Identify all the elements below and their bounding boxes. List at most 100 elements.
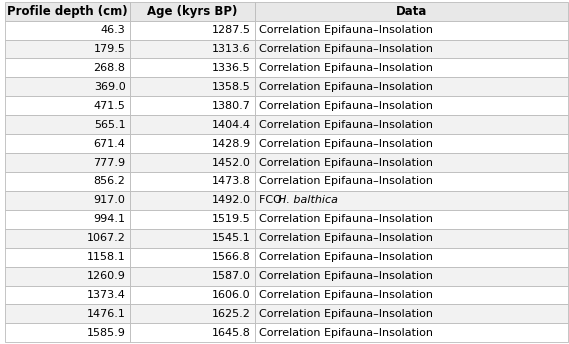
Bar (130, 21, 255, 40)
Bar (130, 153, 255, 172)
Text: 369.0: 369.0 (94, 82, 126, 92)
Text: Correlation Epifauna–Insolation: Correlation Epifauna–Insolation (259, 120, 432, 130)
Text: Correlation Epifauna–Insolation: Correlation Epifauna–Insolation (259, 271, 432, 281)
Text: Correlation Epifauna–Insolation: Correlation Epifauna–Insolation (259, 101, 432, 111)
Bar (255, 286, 568, 304)
Bar (255, 229, 568, 248)
Text: 1313.6: 1313.6 (212, 44, 251, 54)
Bar (5, 2, 130, 21)
Bar (130, 267, 255, 286)
Text: Correlation Epifauna–Insolation: Correlation Epifauna–Insolation (259, 44, 432, 54)
Bar (130, 323, 255, 342)
Bar (130, 134, 255, 153)
Bar (130, 172, 255, 191)
Bar (255, 210, 568, 229)
Text: 1545.1: 1545.1 (212, 233, 251, 243)
Bar (5, 21, 130, 40)
Bar (255, 304, 568, 323)
Bar (5, 248, 130, 267)
Text: Correlation Epifauna–Insolation: Correlation Epifauna–Insolation (259, 252, 432, 262)
Bar (130, 77, 255, 96)
Bar (255, 134, 568, 153)
Text: 1067.2: 1067.2 (86, 233, 126, 243)
Bar (255, 191, 568, 210)
Text: Correlation Epifauna–Insolation: Correlation Epifauna–Insolation (259, 25, 432, 35)
Bar (5, 115, 130, 134)
Text: Correlation Epifauna–Insolation: Correlation Epifauna–Insolation (259, 139, 432, 149)
Bar (130, 40, 255, 58)
Text: Correlation Epifauna–Insolation: Correlation Epifauna–Insolation (259, 233, 432, 243)
Text: 1625.2: 1625.2 (212, 309, 251, 319)
Bar (5, 40, 130, 58)
Bar (130, 191, 255, 210)
Text: 671.4: 671.4 (94, 139, 126, 149)
Text: Correlation Epifauna–Insolation: Correlation Epifauna–Insolation (259, 82, 432, 92)
Text: 1380.7: 1380.7 (212, 101, 251, 111)
Bar (5, 96, 130, 115)
Text: 1336.5: 1336.5 (212, 63, 251, 73)
Text: Correlation Epifauna–Insolation: Correlation Epifauna–Insolation (259, 63, 432, 73)
Bar (255, 267, 568, 286)
Bar (130, 286, 255, 304)
Text: Correlation Epifauna–Insolation: Correlation Epifauna–Insolation (259, 176, 432, 186)
Bar (130, 58, 255, 77)
Text: 179.5: 179.5 (94, 44, 126, 54)
Text: 1287.5: 1287.5 (212, 25, 251, 35)
Bar (255, 21, 568, 40)
Bar (255, 323, 568, 342)
Text: 994.1: 994.1 (94, 214, 126, 224)
Bar (5, 58, 130, 77)
Bar (130, 229, 255, 248)
Text: Correlation Epifauna–Insolation: Correlation Epifauna–Insolation (259, 214, 432, 224)
Text: 268.8: 268.8 (94, 63, 126, 73)
Bar (130, 248, 255, 267)
Bar (5, 77, 130, 96)
Bar (255, 2, 568, 21)
Text: 1519.5: 1519.5 (212, 214, 251, 224)
Text: Data: Data (395, 5, 427, 18)
Text: 1404.4: 1404.4 (212, 120, 251, 130)
Text: 565.1: 565.1 (94, 120, 126, 130)
Bar (255, 248, 568, 267)
Bar (255, 77, 568, 96)
Bar (130, 210, 255, 229)
Text: 1158.1: 1158.1 (87, 252, 126, 262)
Text: H. balthica: H. balthica (278, 195, 338, 205)
Text: 1473.8: 1473.8 (212, 176, 251, 186)
Bar (5, 134, 130, 153)
Text: 1587.0: 1587.0 (212, 271, 251, 281)
Bar (255, 40, 568, 58)
Bar (130, 115, 255, 134)
Bar (5, 304, 130, 323)
Bar (5, 323, 130, 342)
Text: FCO: FCO (259, 195, 285, 205)
Text: 1428.9: 1428.9 (212, 139, 251, 149)
Text: Correlation Epifauna–Insolation: Correlation Epifauna–Insolation (259, 290, 432, 300)
Text: 471.5: 471.5 (94, 101, 126, 111)
Text: Age (kyrs BP): Age (kyrs BP) (147, 5, 237, 18)
Text: 777.9: 777.9 (93, 158, 126, 168)
Text: 856.2: 856.2 (94, 176, 126, 186)
Bar (5, 229, 130, 248)
Text: 1358.5: 1358.5 (212, 82, 251, 92)
Bar (5, 267, 130, 286)
Text: 46.3: 46.3 (101, 25, 126, 35)
Bar (255, 153, 568, 172)
Text: 1566.8: 1566.8 (212, 252, 251, 262)
Text: 917.0: 917.0 (94, 195, 126, 205)
Text: 1492.0: 1492.0 (212, 195, 251, 205)
Text: Profile depth (cm): Profile depth (cm) (7, 5, 127, 18)
Bar (130, 304, 255, 323)
Bar (5, 210, 130, 229)
Text: 1452.0: 1452.0 (212, 158, 251, 168)
Bar (130, 2, 255, 21)
Text: 1260.9: 1260.9 (86, 271, 126, 281)
Bar (5, 286, 130, 304)
Bar (255, 96, 568, 115)
Text: 1373.4: 1373.4 (86, 290, 126, 300)
Bar (5, 172, 130, 191)
Bar (255, 58, 568, 77)
Text: 1606.0: 1606.0 (212, 290, 251, 300)
Text: 1476.1: 1476.1 (86, 309, 126, 319)
Bar (5, 153, 130, 172)
